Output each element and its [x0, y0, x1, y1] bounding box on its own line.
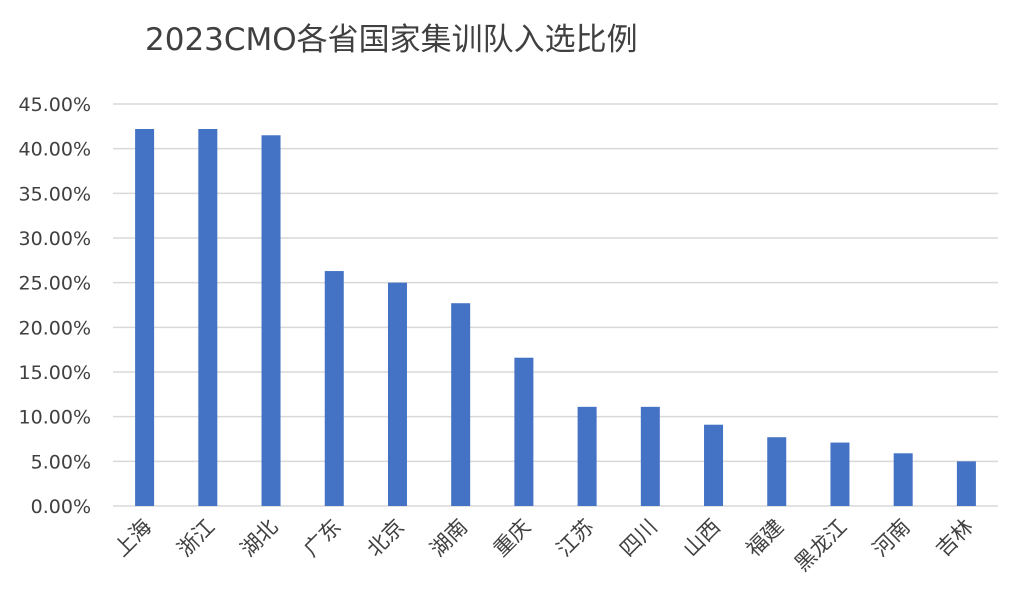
x-category-label: 山西 [678, 515, 725, 562]
bar-10 [767, 437, 787, 506]
x-category-label: 上海 [109, 515, 156, 562]
y-tick-label: 5.00% [31, 451, 91, 473]
bar-11 [830, 442, 850, 506]
bar-7 [577, 406, 597, 506]
y-tick-label: 15.00% [19, 362, 91, 384]
y-tick-label: 25.00% [19, 273, 91, 295]
bar-2 [261, 135, 281, 506]
x-category-label: 黑龙江 [790, 515, 852, 577]
gridlines [113, 103, 998, 507]
x-category-label: 福建 [742, 515, 789, 562]
bar-12 [893, 453, 913, 506]
bar-13 [956, 461, 976, 506]
bar-6 [514, 357, 534, 506]
bar-8 [640, 406, 660, 506]
y-tick-label: 35.00% [19, 183, 91, 205]
bars [135, 129, 976, 506]
y-axis-tick-labels: 0.00% 5.00% 10.00% 15.00% 20.00% 25.00% 30.00%… [19, 94, 91, 518]
bar-4 [387, 282, 407, 506]
x-category-label: 重庆 [489, 515, 536, 562]
y-tick-label: 40.00% [19, 139, 91, 161]
y-tick-label: 10.00% [19, 407, 91, 429]
bar-0 [135, 129, 155, 506]
x-category-label: 江苏 [552, 515, 599, 562]
x-category-label: 广东 [299, 515, 346, 562]
x-category-label: 吉林 [931, 515, 978, 562]
x-category-label: 四川 [615, 515, 662, 562]
chart-title: 2023CMO各省国家集训队入选比例 [145, 22, 638, 58]
y-tick-label: 30.00% [19, 228, 91, 250]
x-axis-category-labels: 上海 浙江 湖北 广东 北京 湖南 重庆 江苏 四川 山西 福建 黑龙江 河南 吉林 [109, 515, 977, 577]
x-category-label: 浙江 [173, 515, 220, 562]
bar-9 [704, 424, 724, 506]
y-tick-label: 20.00% [19, 317, 91, 339]
bar-5 [451, 303, 471, 506]
x-category-label: 湖北 [236, 515, 283, 562]
x-category-label: 河南 [868, 515, 915, 562]
x-category-label: 湖南 [426, 515, 473, 562]
bar-1 [198, 129, 218, 506]
x-category-label: 北京 [362, 515, 409, 562]
y-tick-label: 0.00% [31, 496, 91, 518]
y-tick-label: 45.00% [19, 94, 91, 116]
bar-3 [324, 271, 344, 506]
